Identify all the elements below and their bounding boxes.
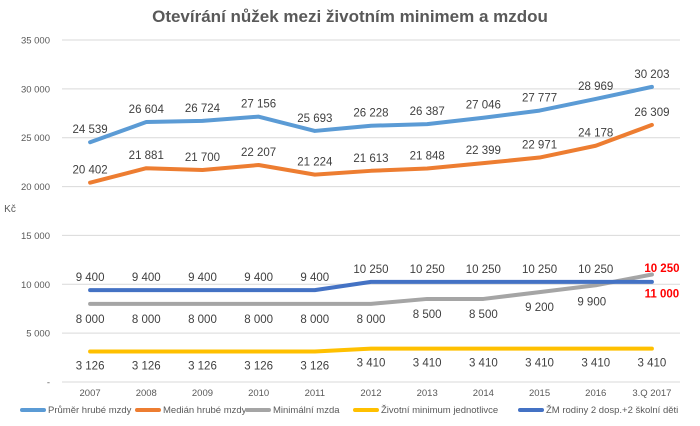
series-lines — [88, 84, 654, 354]
legend-label: Životní minimum jednotlivce — [381, 405, 498, 416]
x-tick-label: 2010 — [248, 388, 269, 399]
series-line-4 — [88, 346, 654, 354]
x-tick-label: 3.Q 2017 — [632, 388, 671, 399]
legend-label: ŽM rodiny 2 dosp.+2 školní děti — [546, 405, 678, 416]
data-label: 9 400 — [300, 272, 329, 284]
data-label: 30 203 — [634, 69, 669, 81]
y-tick-label: 25 000 — [21, 133, 50, 144]
data-label: 21 700 — [185, 152, 220, 164]
x-tick-label: 2009 — [192, 388, 213, 399]
x-tick-label: 2012 — [360, 388, 381, 399]
data-label: 21 848 — [410, 151, 445, 163]
data-label: 22 971 — [522, 140, 557, 152]
y-tick-label: 20 000 — [21, 182, 50, 193]
y-axis-label: Kč — [4, 204, 16, 215]
data-label: 9 400 — [188, 272, 217, 284]
data-label: 26 724 — [185, 103, 221, 115]
data-label: 11 000 — [645, 289, 680, 301]
data-label: 10 250 — [466, 264, 501, 276]
data-label: 24 539 — [72, 124, 107, 136]
legend-label: Průměr hrubé mzdy — [48, 405, 132, 416]
x-tick-label: 2016 — [585, 388, 606, 399]
chart-title: Otevírání nůžek mezi životním minimem a … — [152, 7, 548, 26]
data-label: 3 126 — [188, 360, 217, 372]
data-label: 3 410 — [581, 358, 610, 370]
data-label: 3 126 — [76, 360, 105, 372]
data-label: 10 250 — [578, 264, 613, 276]
data-label: 22 399 — [466, 145, 501, 157]
y-tick-label: 15 000 — [21, 231, 50, 242]
data-label: 9 900 — [577, 296, 606, 308]
data-label: 26 228 — [353, 108, 388, 120]
data-label: 20 402 — [72, 165, 107, 177]
series-line-1 — [88, 84, 654, 145]
data-label: 3 410 — [525, 358, 554, 370]
grid-lines — [62, 39, 680, 383]
data-label: 21 224 — [297, 157, 333, 169]
data-label: 3 126 — [132, 360, 161, 372]
data-label: 8 000 — [300, 314, 329, 326]
data-label: 8 000 — [188, 314, 217, 326]
data-label: 28 969 — [578, 81, 613, 93]
legend-label: Medián hrubé mzdy — [163, 405, 247, 416]
data-label: 10 250 — [522, 264, 557, 276]
x-tick-label: 2013 — [417, 388, 438, 399]
x-tick-label: 2011 — [305, 388, 325, 399]
data-label: 25 693 — [297, 113, 332, 125]
x-tick-label: 2008 — [136, 388, 157, 399]
x-axis-ticks: 2007 2008 2009 2010 2011 2012 2013 2014 2015 2016… — [80, 388, 672, 399]
legend: Průměr hrubé mzdy Medián hrubé mzdy Minimá… — [20, 405, 678, 416]
data-label: 10 250 — [410, 264, 445, 276]
data-label: 9 400 — [132, 272, 161, 284]
data-label: 3 410 — [413, 358, 442, 370]
data-label: 8 000 — [357, 314, 386, 326]
data-label: 10 250 — [644, 263, 679, 275]
data-label: 9 200 — [525, 302, 554, 314]
data-labels: 24 539 26 604 26 724 27 156 25 693 26 228 26 3… — [72, 69, 679, 373]
series-line-3 — [88, 272, 654, 306]
series-line-2 — [88, 122, 654, 185]
x-tick-label: 2015 — [529, 388, 550, 399]
data-label: 8 500 — [469, 309, 498, 321]
y-tick-label: 5 000 — [26, 329, 50, 340]
y-axis-ticks: - 5 000 10 000 15 000 20 000 25 000 30 000 35 0… — [21, 36, 50, 389]
data-label: 27 777 — [522, 93, 557, 105]
x-tick-label: 2014 — [473, 388, 494, 399]
data-label: 3 410 — [469, 358, 498, 370]
x-tick-label: 2007 — [80, 388, 101, 399]
y-tick-label: 35 000 — [21, 36, 50, 47]
series-line-5 — [88, 279, 654, 293]
data-label: 27 156 — [241, 99, 276, 111]
data-label: 26 309 — [634, 107, 669, 119]
y-tick-label: 30 000 — [21, 84, 50, 95]
data-label: 8 000 — [76, 314, 105, 326]
data-label: 8 000 — [244, 314, 273, 326]
data-label: 3 410 — [357, 358, 386, 370]
y-tick-label: - — [47, 378, 50, 389]
data-label: 3 410 — [638, 358, 667, 370]
data-label: 3 126 — [244, 360, 273, 372]
data-label: 22 207 — [241, 147, 276, 159]
data-label: 10 250 — [353, 264, 388, 276]
data-label: 8 500 — [413, 309, 442, 321]
data-label: 27 046 — [466, 100, 501, 112]
data-label: 21 881 — [129, 150, 164, 162]
data-label: 9 400 — [244, 272, 273, 284]
data-label: 21 613 — [353, 153, 388, 165]
data-label: 24 178 — [578, 128, 613, 140]
data-label: 3 126 — [300, 360, 329, 372]
data-label: 8 000 — [132, 314, 161, 326]
y-tick-label: 10 000 — [21, 280, 50, 291]
data-label: 26 387 — [410, 106, 445, 118]
legend-label: Minimální mzda — [273, 405, 340, 416]
data-label: 9 400 — [76, 272, 105, 284]
data-label: 26 604 — [129, 104, 165, 116]
